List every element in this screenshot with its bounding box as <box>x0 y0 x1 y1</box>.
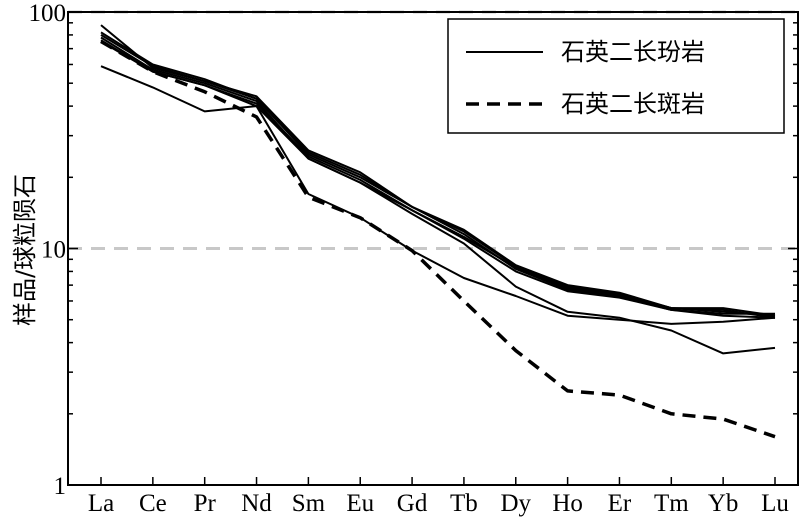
series-line-solid-6 <box>100 39 776 355</box>
y-axis-title: 样品/球粒陨石 <box>11 174 39 326</box>
x-tick-label-Yb: Yb <box>708 490 739 517</box>
y-tick-label: 1 <box>54 473 67 500</box>
x-axis-ticks: La Ce Pr Nd Sm Eu Gd Tb Dy Ho Er Tm Yb Lu <box>88 477 789 517</box>
series-lines <box>100 24 776 439</box>
x-tick-label-Eu: Eu <box>346 490 374 517</box>
series-line-dashed-7 <box>100 39 776 439</box>
x-tick-label-Gd: Gd <box>397 490 428 517</box>
x-tick-label-Dy: Dy <box>500 490 531 517</box>
x-tick-label-Ho: Ho <box>552 490 583 517</box>
y-axis-ticks: 1 10 100 <box>29 0 798 500</box>
x-tick-label-Lu: Lu <box>761 490 789 517</box>
x-tick-label-Er: Er <box>608 490 632 517</box>
series-line-solid-4 <box>100 34 776 319</box>
x-tick-label-Nd: Nd <box>241 490 272 517</box>
x-tick-label-Pr: Pr <box>194 490 217 517</box>
x-tick-label-Ce: Ce <box>139 490 167 517</box>
series-line-solid-5 <box>100 65 776 325</box>
x-tick-label-Sm: Sm <box>292 490 326 517</box>
legend-label-dashed: 石英二长斑岩 <box>561 90 705 118</box>
legend-box <box>447 18 785 134</box>
legend: 石英二长玢岩 石英二长斑岩 <box>447 18 785 134</box>
y-tick-label: 100 <box>29 0 67 27</box>
x-tick-label-Tb: Tb <box>450 490 478 517</box>
legend-label-solid: 石英二长玢岩 <box>561 38 705 66</box>
y-tick-label: 10 <box>41 237 66 264</box>
x-tick-label-Tm: Tm <box>654 490 689 517</box>
x-tick-label-La: La <box>88 490 114 517</box>
